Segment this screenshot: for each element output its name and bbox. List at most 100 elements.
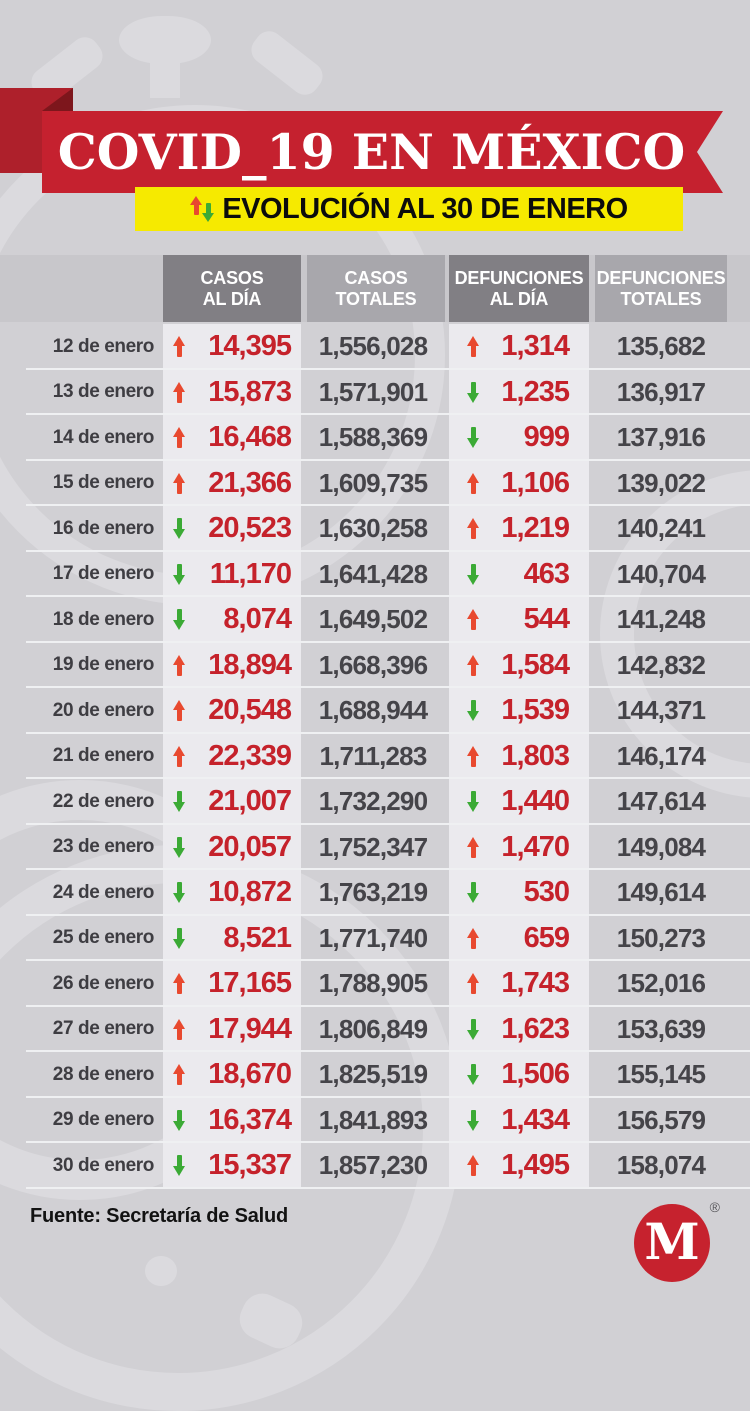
daily-cases-value: 20,523 <box>208 512 292 545</box>
daily-deaths-cell: 1,434 <box>445 1104 591 1137</box>
date-label: 14 de enero <box>52 426 155 448</box>
daily-cases-value: 16,468 <box>208 421 292 454</box>
daily-cases-value: 8,074 <box>223 603 292 636</box>
trend-up-icon <box>173 472 186 494</box>
column-header-total-cases: CASOS TOTALES <box>307 255 445 322</box>
trend-down-icon <box>202 203 215 222</box>
total-deaths-value: 147,614 <box>616 786 706 817</box>
total-cases-value: 1,763,219 <box>318 877 428 908</box>
total-deaths-value: 156,579 <box>616 1104 706 1135</box>
table-row: 21 de enero 22,339 1,711,283 1,803 146,1… <box>0 734 750 780</box>
daily-deaths-cell: 1,506 <box>445 1058 591 1091</box>
page-title: COVID_19 EN MÉXICO <box>57 123 686 181</box>
total-cases-value: 1,806,849 <box>318 1013 428 1044</box>
trend-down-icon <box>173 882 186 904</box>
trend-up-icon <box>173 1064 186 1086</box>
daily-cases-cell: 21,007 <box>163 785 301 818</box>
trend-down-icon <box>467 700 480 722</box>
daily-deaths-cell: 1,440 <box>445 785 591 818</box>
source-label: Fuente: Secretaría de Salud <box>30 1205 289 1227</box>
daily-deaths-cell: 530 <box>445 876 591 909</box>
trend-up-icon <box>173 427 186 449</box>
date-label: 19 de enero <box>52 654 155 676</box>
daily-cases-cell: 16,468 <box>163 421 301 454</box>
up-down-arrows-icon <box>190 194 217 224</box>
daily-deaths-value: 1,440 <box>501 785 570 818</box>
total-deaths-value: 150,273 <box>616 922 706 953</box>
daily-cases-cell: 17,165 <box>163 967 301 1000</box>
daily-deaths-value: 1,506 <box>501 1058 570 1091</box>
daily-deaths-cell: 1,539 <box>445 694 591 727</box>
daily-cases-cell: 11,170 <box>163 558 301 591</box>
date-label: 29 de enero <box>52 1109 155 1131</box>
trend-down-icon <box>173 609 186 631</box>
trend-up-icon <box>467 836 480 858</box>
daily-deaths-value: 1,623 <box>501 1012 570 1045</box>
column-header-line: CASOS <box>344 267 408 288</box>
date-label: 25 de enero <box>52 927 155 949</box>
trend-down-icon <box>467 791 480 813</box>
table-header: CASOS AL DÍA CASOS TOTALES DEFUNCIONES A… <box>0 255 750 322</box>
column-header-line: DEFUNCIONES <box>454 267 584 288</box>
daily-cases-cell: 20,523 <box>163 512 301 545</box>
daily-cases-value: 10,872 <box>208 876 292 909</box>
total-deaths-value: 135,682 <box>616 331 706 362</box>
daily-cases-cell: 18,670 <box>163 1058 301 1091</box>
table-row: 20 de enero 20,548 1,688,944 1,539 144,3… <box>0 688 750 734</box>
daily-cases-value: 21,366 <box>208 466 292 499</box>
table-row: 14 de enero 16,468 1,588,369 999 137,916 <box>0 415 750 461</box>
daily-cases-cell: 18,894 <box>163 649 301 682</box>
table-row: 19 de enero 18,894 1,668,396 1,584 142,8… <box>0 643 750 689</box>
total-cases-value: 1,571,901 <box>318 376 428 407</box>
total-deaths-value: 158,074 <box>616 1150 706 1181</box>
header-ribbon: COVID_19 EN MÉXICO <box>42 111 723 193</box>
daily-deaths-value: 1,584 <box>501 648 570 681</box>
daily-cases-cell: 20,057 <box>163 831 301 864</box>
total-deaths-value: 139,022 <box>616 467 706 498</box>
daily-deaths-value: 1,495 <box>501 1149 570 1182</box>
daily-cases-value: 17,165 <box>208 967 292 1000</box>
trend-down-icon <box>467 1018 480 1040</box>
daily-cases-cell: 8,521 <box>163 922 301 955</box>
trend-down-icon <box>173 518 186 540</box>
daily-deaths-value: 1,235 <box>501 375 570 408</box>
total-cases-value: 1,688,944 <box>318 695 428 726</box>
table-row: 16 de enero 20,523 1,630,258 1,219 140,2… <box>0 506 750 552</box>
daily-cases-column-stripe <box>163 324 301 1188</box>
daily-deaths-cell: 1,495 <box>445 1149 591 1182</box>
trend-up-icon <box>173 1018 186 1040</box>
date-column-spacer <box>0 255 163 322</box>
trend-up-icon <box>467 472 480 494</box>
date-label: 28 de enero <box>52 1063 155 1085</box>
daily-deaths-value: 1,470 <box>501 830 570 863</box>
total-cases-value: 1,668,396 <box>318 649 428 680</box>
daily-cases-value: 21,007 <box>208 785 292 818</box>
trend-down-icon <box>467 882 480 904</box>
daily-cases-value: 15,873 <box>208 375 292 408</box>
total-deaths-value: 140,241 <box>616 513 706 544</box>
table-row: 27 de enero 17,944 1,806,849 1,623 153,6… <box>0 1007 750 1053</box>
total-deaths-value: 141,248 <box>616 604 706 635</box>
daily-deaths-value: 1,803 <box>501 739 570 772</box>
daily-cases-value: 20,057 <box>208 830 292 863</box>
total-deaths-value: 136,917 <box>616 376 706 407</box>
trend-down-icon <box>173 1155 186 1177</box>
table-row: 17 de enero 11,170 1,641,428 463 140,704 <box>0 552 750 598</box>
trend-down-icon <box>173 927 186 949</box>
column-header-line: TOTALES <box>335 288 417 309</box>
table-row: 30 de enero 15,337 1,857,230 1,495 158,0… <box>0 1143 750 1189</box>
daily-cases-cell: 15,337 <box>163 1149 301 1182</box>
daily-cases-value: 11,170 <box>209 557 292 590</box>
trend-up-icon <box>467 654 480 676</box>
total-cases-value: 1,771,740 <box>318 922 428 953</box>
registered-trademark-icon: ® <box>709 1199 720 1215</box>
daily-cases-cell: 17,944 <box>163 1013 301 1046</box>
trend-up-icon <box>173 654 186 676</box>
watermark-stopwatch-button-right <box>245 25 329 101</box>
table-row: 29 de enero 16,374 1,841,893 1,434 156,5… <box>0 1098 750 1144</box>
date-label: 24 de enero <box>52 881 155 903</box>
trend-up-icon <box>467 609 480 631</box>
subtitle-text: EVOLUCIÓN AL 30 DE ENERO <box>222 192 628 225</box>
column-header-line: AL DÍA <box>489 288 549 309</box>
total-deaths-value: 149,084 <box>616 831 706 862</box>
